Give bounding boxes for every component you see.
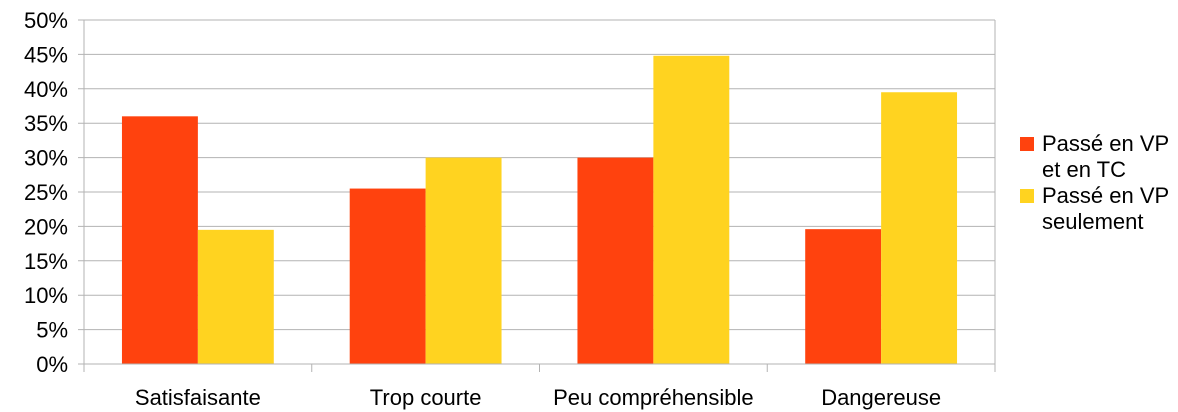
- y-tick-label: 25%: [24, 180, 68, 205]
- y-tick-label: 35%: [24, 111, 68, 136]
- legend-item-series-1: Passé en VP et en TC: [1020, 131, 1170, 183]
- y-tick-label: 30%: [24, 146, 68, 171]
- bar-series-2: [653, 55, 730, 364]
- y-tick-label: 20%: [24, 214, 68, 239]
- legend-item-series-2: Passé en VP seulement: [1020, 183, 1170, 235]
- y-tick-label: 40%: [24, 77, 68, 102]
- y-tick-labels: 0% 5% 10% 15% 20% 25% 30% 35% 40% 45% 50%: [24, 8, 68, 377]
- y-tick-label: 0%: [36, 352, 68, 377]
- y-tick-label: 15%: [24, 249, 68, 274]
- bar-series-2: [197, 229, 274, 364]
- legend-label-series-2: Passé en VP seulement: [1042, 183, 1169, 234]
- bar-series-1: [577, 157, 654, 364]
- bar-series-1: [805, 229, 882, 364]
- y-tick-label: 5%: [36, 318, 68, 343]
- bar-series-2: [881, 92, 958, 365]
- x-category-label: Dangereuse: [821, 385, 941, 410]
- legend-swatch-series-1: [1020, 137, 1034, 151]
- bar-series-2: [425, 157, 502, 364]
- x-category-label: Trop courte: [370, 385, 482, 410]
- x-category-label: Peu compréhensible: [553, 385, 754, 410]
- x-category-label: Satisfaisante: [135, 385, 261, 410]
- legend: Passé en VP et en TC Passé en VP seuleme…: [1020, 131, 1170, 235]
- legend-swatch-series-2: [1020, 189, 1034, 203]
- legend-label-series-1: Passé en VP et en TC: [1042, 131, 1169, 182]
- x-category-labels: Satisfaisante Trop courte Peu compréhensib…: [135, 385, 941, 410]
- bar-series-1: [121, 116, 198, 364]
- bar-series-1: [349, 188, 426, 364]
- axes: [83, 20, 996, 372]
- bars: [121, 55, 958, 365]
- y-tick-label: 45%: [24, 42, 68, 67]
- y-tick-label: 50%: [24, 8, 68, 33]
- y-tick-label: 10%: [24, 283, 68, 308]
